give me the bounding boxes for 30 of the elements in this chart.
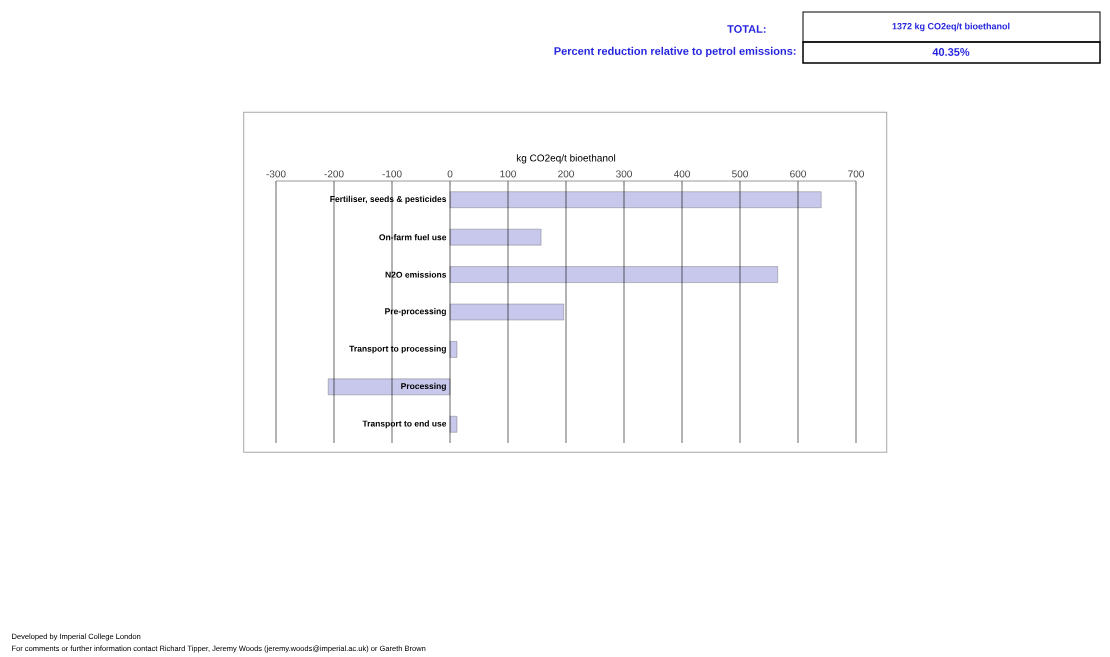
y-tick-label: On-farm fuel use bbox=[379, 234, 447, 241]
x-tick-label: 0 bbox=[447, 170, 453, 178]
y-tick-label: Transport to processing bbox=[349, 345, 446, 354]
x-tick-label: 200 bbox=[558, 170, 574, 178]
x-tick-label: 600 bbox=[790, 170, 806, 178]
bar bbox=[449, 266, 778, 283]
x-tick-label: 100 bbox=[500, 170, 516, 178]
x-tick-label: -100 bbox=[382, 170, 402, 178]
y-tick-label: Transport to end use bbox=[362, 420, 447, 429]
bar bbox=[449, 341, 458, 358]
x-axis-title: kg CO2eq/t bioethanol bbox=[516, 154, 616, 164]
x-tick-label: 700 bbox=[848, 170, 864, 178]
x-tick-label: 400 bbox=[673, 170, 690, 178]
x-tick-label: 500 bbox=[732, 170, 748, 178]
bar bbox=[449, 191, 822, 208]
text: Percent reduction relative to petrol emissions: bbox=[554, 46, 796, 58]
text: 1372 kg CO2eq/t bioethanol bbox=[892, 22, 1010, 32]
bar bbox=[328, 378, 451, 396]
x-tick-label: -200 bbox=[324, 170, 344, 178]
y-tick-label: Processing bbox=[401, 382, 446, 391]
bar bbox=[449, 303, 564, 321]
y-tick-label: Fertiliser, seeds & pesticides bbox=[330, 195, 447, 204]
y-tick-label: N2O emissions bbox=[385, 271, 447, 278]
text: TOTAL: bbox=[727, 25, 766, 33]
x-tick-label: 300 bbox=[616, 170, 632, 178]
text: 40.35% bbox=[932, 48, 970, 56]
bar bbox=[449, 416, 458, 433]
y-tick-label: Pre-processing bbox=[385, 308, 446, 316]
bar bbox=[449, 228, 542, 246]
x-tick-label: -300 bbox=[266, 170, 286, 178]
